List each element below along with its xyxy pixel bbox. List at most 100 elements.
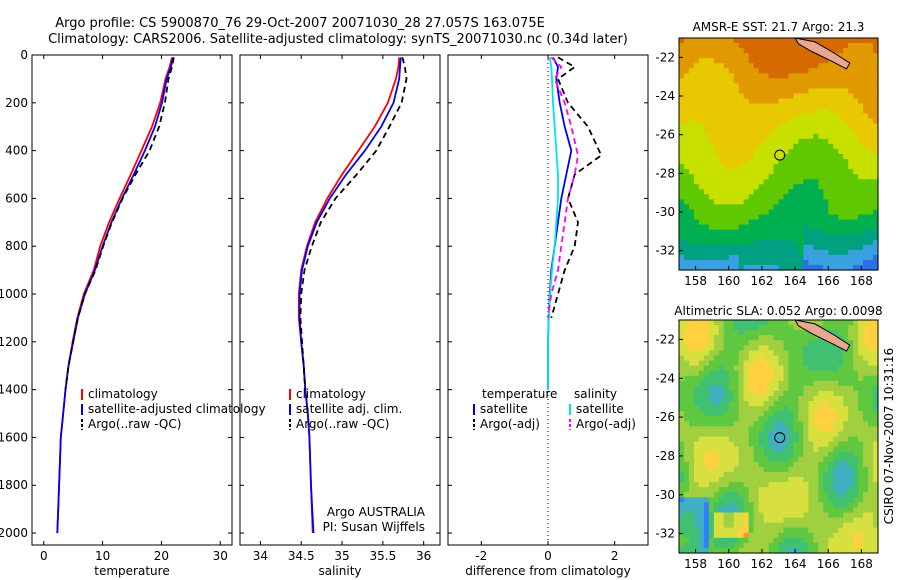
map-cell bbox=[813, 143, 819, 150]
map-cell bbox=[743, 138, 750, 145]
map-cell bbox=[823, 446, 829, 453]
map-cell bbox=[798, 63, 804, 69]
map-cell bbox=[788, 239, 795, 246]
map-cell bbox=[688, 159, 695, 165]
map-cell bbox=[723, 254, 730, 261]
y-tick-label: 1400 bbox=[0, 383, 28, 397]
map-cell bbox=[768, 148, 775, 155]
map-cell bbox=[703, 406, 710, 412]
map-cell bbox=[743, 365, 750, 372]
map-cell bbox=[848, 547, 854, 554]
map-cell bbox=[738, 88, 745, 95]
map-cell bbox=[833, 93, 839, 100]
map-cell bbox=[808, 532, 814, 539]
map-cell bbox=[863, 249, 869, 256]
map-cell bbox=[848, 209, 854, 216]
map-cell bbox=[683, 93, 690, 100]
map-cell bbox=[823, 254, 829, 261]
map-cell bbox=[718, 527, 725, 534]
map-cell bbox=[713, 547, 720, 554]
map-cell bbox=[783, 446, 790, 453]
map-cell bbox=[713, 542, 720, 549]
map-cell bbox=[853, 466, 859, 473]
map-frame bbox=[678, 319, 879, 554]
map-cell bbox=[793, 78, 799, 84]
map-cell bbox=[698, 335, 705, 341]
map-cell bbox=[723, 421, 730, 427]
map-cell bbox=[723, 148, 730, 155]
map-cell bbox=[693, 189, 700, 195]
map-cell bbox=[688, 224, 695, 231]
map-cell bbox=[753, 78, 760, 84]
map-cell bbox=[823, 385, 829, 392]
map-cell bbox=[733, 542, 740, 549]
map-cell bbox=[683, 159, 690, 165]
map-cell bbox=[753, 451, 760, 458]
map-cell bbox=[773, 133, 780, 140]
map-cell bbox=[738, 53, 745, 59]
map-cell bbox=[698, 209, 705, 216]
map-cell bbox=[808, 380, 814, 387]
map-cell bbox=[808, 542, 814, 549]
map-cell bbox=[703, 507, 710, 514]
map-cell bbox=[683, 547, 690, 554]
map-cell bbox=[748, 68, 755, 74]
map-cell bbox=[798, 406, 804, 412]
map-cell bbox=[833, 477, 839, 483]
map-cell bbox=[808, 143, 814, 150]
map-cell bbox=[688, 68, 695, 74]
map-cell bbox=[703, 401, 710, 407]
map-cell bbox=[738, 123, 745, 130]
map-cell bbox=[788, 48, 795, 54]
map-cell bbox=[743, 93, 750, 100]
map-cell bbox=[703, 416, 710, 422]
map-cell bbox=[683, 199, 690, 206]
map-cell bbox=[853, 325, 859, 331]
map-cell bbox=[783, 154, 790, 160]
map-cell bbox=[813, 532, 819, 539]
map-cell bbox=[738, 436, 745, 443]
map-cell bbox=[823, 482, 829, 488]
map-cell bbox=[823, 234, 829, 241]
map-cell bbox=[863, 138, 869, 145]
map-cell bbox=[768, 43, 775, 49]
map-cell bbox=[788, 219, 795, 226]
map-cell bbox=[743, 174, 750, 180]
map-cell bbox=[808, 93, 814, 100]
map-cell bbox=[713, 527, 720, 534]
map-cell bbox=[798, 224, 804, 231]
map-cell bbox=[698, 264, 705, 271]
map-cell bbox=[693, 461, 700, 468]
map-cell bbox=[728, 446, 735, 453]
map-cell bbox=[793, 189, 799, 195]
map-cell bbox=[808, 68, 814, 74]
map-cell bbox=[833, 214, 839, 221]
map-cell bbox=[703, 482, 710, 488]
map-cell bbox=[713, 88, 720, 95]
map-cell bbox=[793, 143, 799, 150]
map-cell bbox=[813, 401, 819, 407]
map-cell bbox=[683, 471, 690, 478]
map-cell bbox=[793, 345, 799, 351]
map-cell bbox=[823, 159, 829, 165]
map-cell bbox=[783, 138, 790, 145]
map-cell bbox=[773, 527, 780, 534]
map-cell bbox=[833, 542, 839, 549]
map-cell bbox=[703, 487, 710, 493]
map-cell bbox=[693, 426, 700, 433]
map-cell bbox=[723, 133, 730, 140]
map-cell bbox=[798, 148, 804, 155]
map-cell bbox=[758, 395, 765, 402]
map-cell bbox=[728, 466, 735, 473]
map-cell bbox=[703, 78, 710, 84]
map-cell bbox=[798, 487, 804, 493]
map-cell bbox=[748, 73, 755, 79]
map-cell bbox=[693, 335, 700, 341]
map-cell bbox=[688, 421, 695, 427]
map-cell bbox=[848, 532, 854, 539]
map-cell bbox=[793, 375, 799, 382]
map-cell bbox=[788, 517, 795, 524]
map-cell bbox=[818, 365, 824, 372]
map-cell bbox=[723, 78, 730, 84]
map-cell bbox=[863, 154, 869, 160]
